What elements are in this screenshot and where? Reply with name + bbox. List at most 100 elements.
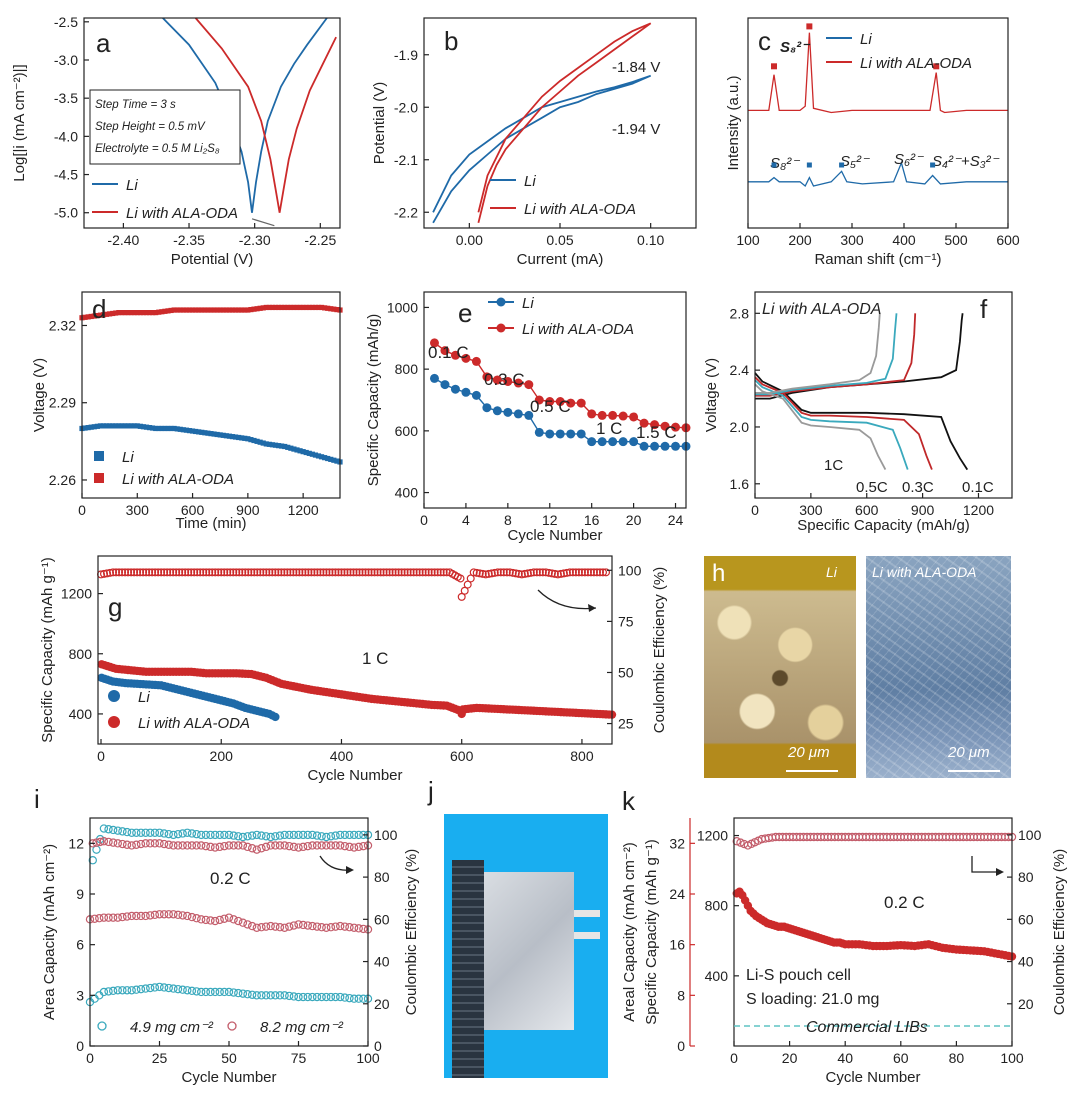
x-axis-label: Cycle Number — [307, 767, 402, 784]
legend-text: Li with ALA-ODA — [524, 201, 636, 218]
data-point — [288, 304, 294, 311]
ce-point — [370, 568, 379, 577]
data-point — [211, 431, 217, 437]
data-point — [206, 916, 215, 925]
plot-frame — [83, 17, 341, 229]
data-point — [196, 429, 202, 435]
ce-point — [285, 841, 294, 851]
data-point — [136, 984, 146, 994]
data-point — [90, 914, 99, 923]
y-tick-label: 2.26 — [49, 472, 76, 488]
ce-point — [583, 568, 592, 577]
ce-point — [562, 568, 571, 577]
data-point — [229, 988, 238, 997]
ce-point — [409, 568, 418, 577]
x-tick-label: 60 — [893, 1050, 909, 1066]
ce-point — [184, 568, 193, 577]
data-point — [99, 987, 109, 997]
y-tick-label: 1200 — [61, 586, 92, 602]
data-point — [280, 923, 289, 932]
data-point — [317, 992, 326, 1002]
y-tick-label: -5.0 — [54, 205, 78, 221]
data-point — [201, 915, 211, 925]
data-point — [298, 920, 308, 930]
ce-point — [355, 568, 364, 577]
note-text: Li-S pouch cell — [746, 967, 851, 984]
data-point — [300, 449, 306, 455]
y-tick-label: -4.5 — [54, 167, 78, 183]
y2-tick-label: 20 — [1018, 996, 1034, 1012]
data-point — [88, 424, 94, 430]
data-point — [127, 986, 136, 995]
x-tick-label: 0.10 — [637, 232, 664, 248]
ce-point — [511, 569, 520, 578]
rate-label: 0.3 C — [484, 370, 525, 389]
ce-point — [373, 568, 382, 577]
ce-point — [164, 840, 173, 849]
data-point — [143, 310, 150, 316]
ce-point — [109, 568, 118, 577]
ce-point — [122, 840, 132, 849]
data-point — [608, 410, 618, 420]
scale-bar-right — [948, 770, 1000, 772]
data-point — [263, 441, 269, 447]
ce-point — [217, 568, 226, 577]
data-point — [331, 992, 340, 1002]
discharge-curve — [754, 383, 887, 471]
data-point — [513, 409, 523, 419]
rate-label: 0.5 C — [530, 397, 571, 416]
data-point — [113, 986, 123, 995]
data-point — [331, 922, 340, 931]
ce-point — [367, 568, 376, 577]
ce-point — [238, 568, 247, 577]
data-point — [131, 423, 137, 429]
data-point — [155, 982, 164, 992]
ce-point — [283, 568, 292, 577]
ce-point — [475, 569, 484, 578]
x-tick-label: 80 — [949, 1050, 965, 1066]
x-axis-label: Raman shift (cm⁻¹) — [814, 251, 941, 268]
ce-point — [394, 568, 403, 577]
ce-point — [108, 825, 118, 835]
data-point — [471, 390, 481, 400]
panel-f: 0 300 600 900 1200 1.6 2.0 2.4 2.8 Specific Capac… — [703, 291, 1013, 534]
y2-tick-label: 100 — [1018, 827, 1042, 843]
x-tick-label: 200 — [210, 748, 234, 764]
ce-point — [150, 839, 160, 848]
ce-point — [154, 568, 163, 577]
rate-label: 0.2 C — [210, 869, 251, 888]
ce-point — [244, 568, 253, 577]
data-point — [248, 437, 254, 443]
ce-point — [340, 841, 350, 851]
data-point — [242, 435, 248, 441]
ce-point — [526, 568, 535, 577]
data-point — [180, 427, 186, 433]
y-tick-label: 12 — [68, 835, 84, 851]
ce-point — [586, 568, 595, 577]
data-point — [263, 304, 269, 311]
data-point — [141, 984, 150, 993]
x-tick-label: 25 — [152, 1050, 168, 1066]
areal-tick-label: 8 — [677, 987, 685, 1003]
ce-point — [192, 841, 201, 850]
ce-point — [112, 568, 121, 577]
y-tick-label: -2.2 — [394, 204, 418, 220]
data-point — [555, 397, 565, 407]
data-point — [291, 446, 297, 452]
data-point — [236, 307, 242, 313]
x-tick-label: 1200 — [963, 502, 994, 518]
data-point — [232, 307, 239, 313]
ce-point — [169, 568, 178, 577]
data-point — [140, 424, 147, 430]
ce-point — [280, 830, 289, 840]
data-point — [294, 304, 300, 311]
x-tick-label: 300 — [126, 502, 150, 518]
ce-point — [265, 568, 274, 577]
ce-point — [391, 568, 400, 577]
ce-point — [257, 844, 266, 853]
y2-tick-label: 80 — [1018, 869, 1034, 885]
ce-point — [202, 568, 211, 577]
data-point — [199, 429, 205, 435]
ce-point — [172, 568, 181, 577]
panel-e: 0 4 8 12 16 20 24 400 600 800 1000 Cycle Number Spec… — [365, 291, 691, 544]
